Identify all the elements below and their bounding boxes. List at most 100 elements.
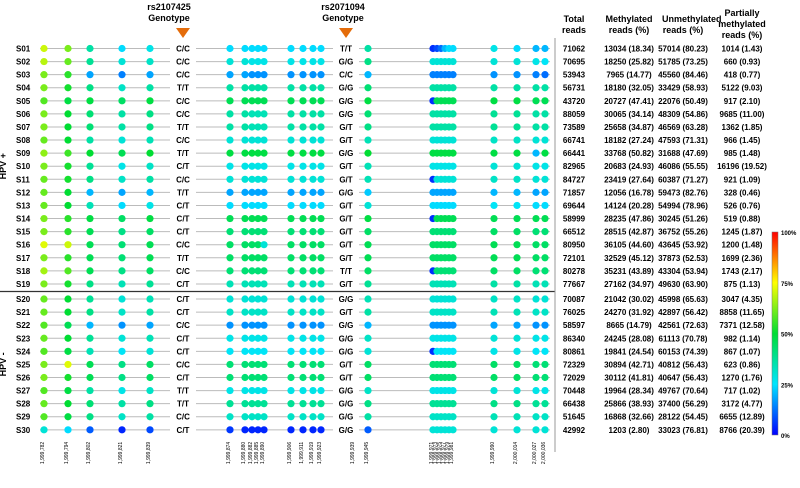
genotype-pad (170, 56, 196, 67)
genotype1-value: C/T (177, 201, 190, 210)
cpg-dot (513, 188, 521, 196)
cpg-dot (226, 84, 234, 92)
unmethylated-cell: 51785 (73.25) (658, 58, 708, 67)
cpg-dot (287, 201, 295, 210)
cpg-position-label: 1,999,939 (350, 442, 356, 464)
methylated-cell: 8665 (14.79) (606, 321, 652, 330)
genotype1-value: C/C (176, 267, 190, 276)
cpg-dot (364, 123, 372, 131)
cpg-dot (146, 136, 154, 144)
cpg-dot (532, 57, 540, 66)
methylated-cell: 30894 (42.71) (604, 360, 654, 369)
cpg-dot (449, 386, 457, 395)
cpg-dot (226, 347, 234, 355)
cpg-dot (513, 267, 521, 275)
cpg-dot (40, 162, 48, 170)
cpg-dot (317, 71, 325, 79)
total-reads-cell: 66438 (563, 400, 586, 409)
sample-label: S06 (16, 110, 31, 119)
cpg-dot (532, 188, 540, 196)
cpg-dot (118, 347, 126, 355)
methylated-cell: 36105 (44.60) (604, 241, 654, 250)
cpg-dot (317, 321, 325, 329)
cpg-dot (118, 280, 126, 288)
genotype-pad (333, 320, 359, 331)
genotype-pad (333, 278, 359, 289)
cpg-dot (248, 360, 256, 369)
cpg-dot (86, 295, 94, 303)
cpg-dot (248, 413, 256, 421)
partial-cell: 9685 (11.00) (720, 110, 765, 119)
genotype1-arrow (176, 28, 190, 38)
genotype-pad (333, 174, 359, 185)
genotype-pad (333, 359, 359, 370)
genotype-pad (170, 278, 196, 289)
cpg-position-label: 1,999,990 (490, 442, 496, 464)
total-reads-cell: 86340 (563, 334, 586, 343)
cpg-dot (317, 97, 325, 105)
cpg-dot (532, 110, 540, 118)
partial-cell: 867 (1.07) (724, 347, 761, 356)
methylated-cell: 32529 (45.12) (604, 254, 654, 263)
cpg-dot (299, 426, 307, 434)
cpg-dot (64, 280, 72, 288)
cpg-dot (449, 321, 457, 329)
cpg-dot (449, 426, 457, 434)
genotype-pad (333, 95, 359, 106)
genotype-pad (333, 333, 359, 344)
cpg-dot (541, 413, 549, 421)
cpg-dot (449, 71, 457, 79)
cpg-dot (532, 280, 540, 288)
cpg-dot (299, 295, 307, 303)
cpg-dot (299, 97, 307, 105)
cpg-dot (364, 373, 372, 382)
cpg-dot (64, 426, 72, 434)
cpg-dot (541, 162, 549, 170)
cpg-dot (86, 188, 94, 196)
cpg-dot (309, 84, 317, 92)
cpg-dot (490, 321, 498, 329)
cpg-dot (118, 426, 126, 434)
cpg-dot (541, 44, 549, 53)
cpg-dot (146, 149, 154, 157)
genotype2-value: G/T (339, 175, 352, 184)
cpg-dot (40, 386, 48, 395)
cpg-dot (248, 214, 256, 223)
cpg-dot (260, 241, 268, 249)
cpg-dot (287, 84, 295, 92)
cpg-dot (248, 175, 256, 183)
cpg-dot (532, 84, 540, 92)
cpg-dot (317, 334, 325, 342)
methylated-cell: 35231 (43.89) (604, 267, 654, 276)
cpg-dot (146, 57, 154, 66)
cpg-dot (541, 347, 549, 355)
unmethylated-cell: 42561 (72.63) (658, 321, 708, 330)
cpg-dot (146, 386, 154, 395)
cpg-dot (364, 188, 372, 196)
genotype2-value: G/G (339, 387, 354, 396)
cpg-dot (541, 280, 549, 288)
genotype-pad (170, 187, 196, 198)
genotype1-value: T/T (177, 149, 189, 158)
genotype1-value: C/T (177, 228, 190, 237)
genotype-pad (333, 187, 359, 198)
genotype-pad (333, 108, 359, 119)
cpg-dot (260, 97, 268, 105)
unmethylated-cell: 49630 (63.90) (658, 280, 708, 289)
cpg-dot (86, 228, 94, 236)
cpg-dot (299, 254, 307, 262)
cpg-dot (532, 97, 540, 105)
cpg-dot (364, 228, 372, 236)
cpg-dot (364, 400, 372, 408)
cpg-dot (86, 149, 94, 157)
genotype-pad (333, 213, 359, 224)
genotype1-value: C/C (176, 413, 190, 422)
cpg-dot (317, 149, 325, 157)
cpg-dot (241, 413, 249, 421)
cpg-dot (248, 308, 256, 316)
cpg-dot (226, 214, 234, 223)
cpg-dot (317, 201, 325, 210)
cpg-dot (287, 149, 295, 157)
sample-label: S16 (16, 241, 31, 250)
cpg-dot (317, 295, 325, 303)
